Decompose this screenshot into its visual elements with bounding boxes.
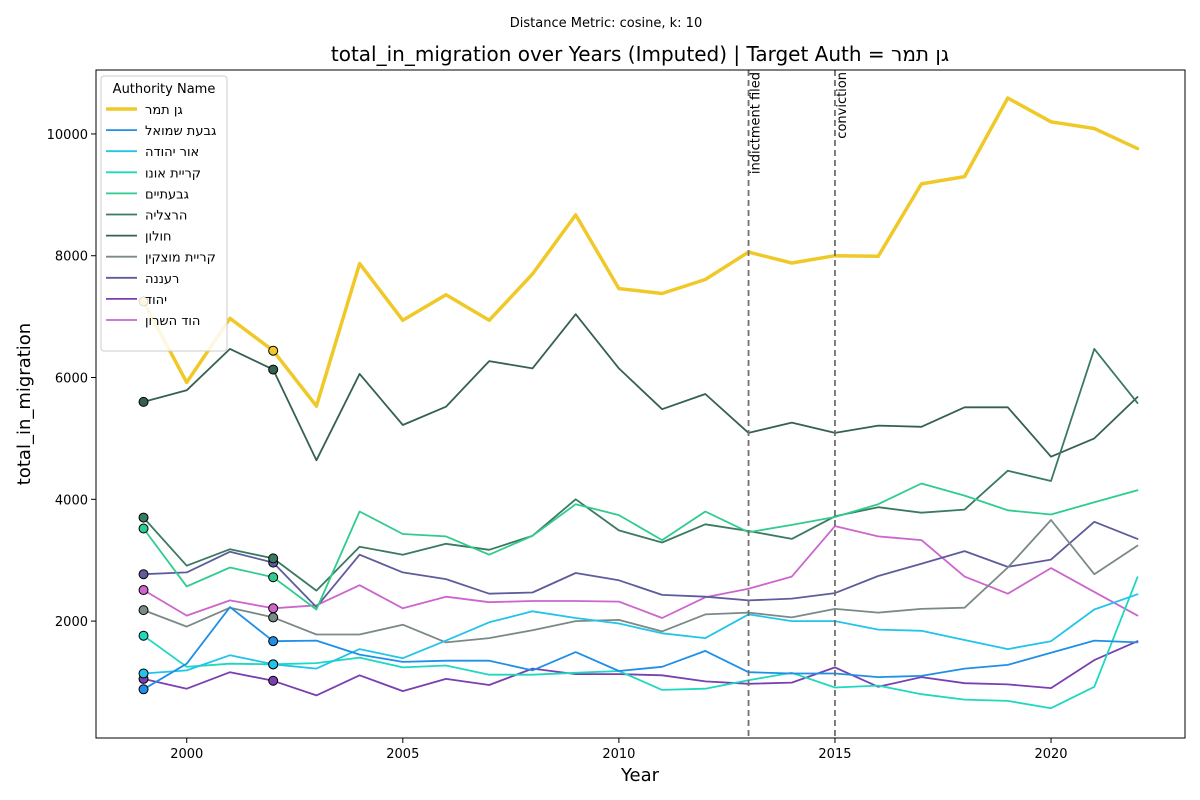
legend: Authority Name גן תמר גבעת שמואל אור יהודה ק… (100, 75, 228, 352)
legend-entry: רעננה (145, 272, 179, 287)
legend-entry: יהוד (145, 293, 167, 308)
y-tick-label: 10000 (47, 128, 88, 143)
series-line-4 (142, 576, 1139, 710)
legend-entry: אור יהודה (145, 145, 199, 160)
series-line-7 (142, 313, 1139, 462)
series-lines (141, 96, 1140, 710)
series-line-9 (142, 520, 1139, 608)
imputed-point (268, 572, 279, 583)
axes-frame (95, 69, 1186, 739)
legend-frame (100, 75, 228, 352)
y-axis-label: total_in_migration (14, 323, 35, 485)
x-tick-label: 2015 (818, 747, 851, 762)
y-tick-label: 2000 (55, 615, 88, 630)
x-tick-label: 2000 (170, 747, 203, 762)
imputed-point (268, 553, 279, 564)
legend-entry: הרצליה (145, 209, 187, 224)
legend-entry: קריית מוצקין (145, 251, 216, 266)
y-tick-label: 6000 (55, 372, 88, 387)
imputed-point (138, 605, 149, 616)
x-tick-label: 2010 (602, 747, 635, 762)
legend-entry: גן תמר (145, 103, 183, 118)
x-tick-label: 2005 (386, 747, 419, 762)
x-tick-label: 2020 (1034, 747, 1067, 762)
imputed-point (138, 396, 149, 407)
legend-entry: גבעת שמואל (145, 124, 216, 139)
imputed-point (138, 630, 149, 641)
series-line-8 (142, 519, 1139, 644)
event-label: conviction (835, 72, 850, 139)
legend-entry: גבעתיים (145, 187, 189, 202)
chart-suptitle: Distance Metric: cosine, k: 10 (510, 16, 702, 31)
plot-area: indictment filed conviction 2000 2005 2010 20… (47, 69, 1186, 762)
series-line-3 (142, 593, 1139, 675)
series-line-6 (142, 347, 1139, 592)
y-tick-label: 8000 (55, 250, 88, 265)
imputed-markers (138, 296, 279, 695)
legend-entry: הוד השרון (145, 314, 200, 329)
imputed-point (268, 345, 279, 356)
imputed-point (138, 585, 149, 596)
chart-title: total_in_migration over Years (Imputed) … (331, 42, 949, 66)
event-label: indictment filed (749, 72, 764, 174)
imputed-point (268, 603, 279, 614)
imputed-point (138, 668, 149, 679)
y-tick-label: 4000 (55, 493, 88, 508)
legend-title: Authority Name (113, 82, 216, 97)
series-line-1 (141, 96, 1140, 408)
imputed-point (268, 659, 279, 670)
series-line-11 (142, 525, 1139, 619)
imputed-point (268, 364, 279, 375)
imputed-point (268, 612, 279, 623)
series-line-10 (142, 640, 1139, 697)
imputed-point (138, 512, 149, 523)
x-axis-label: Year (620, 765, 660, 786)
imputed-point (138, 523, 149, 534)
series-line-2 (142, 606, 1139, 691)
imputed-point (268, 636, 279, 647)
imputed-point (268, 675, 279, 686)
imputed-point (138, 684, 149, 695)
legend-entry: קריית אונו (145, 166, 201, 181)
series-line-5 (142, 482, 1139, 611)
legend-entry: חולון (145, 230, 172, 245)
imputed-point (138, 569, 149, 580)
